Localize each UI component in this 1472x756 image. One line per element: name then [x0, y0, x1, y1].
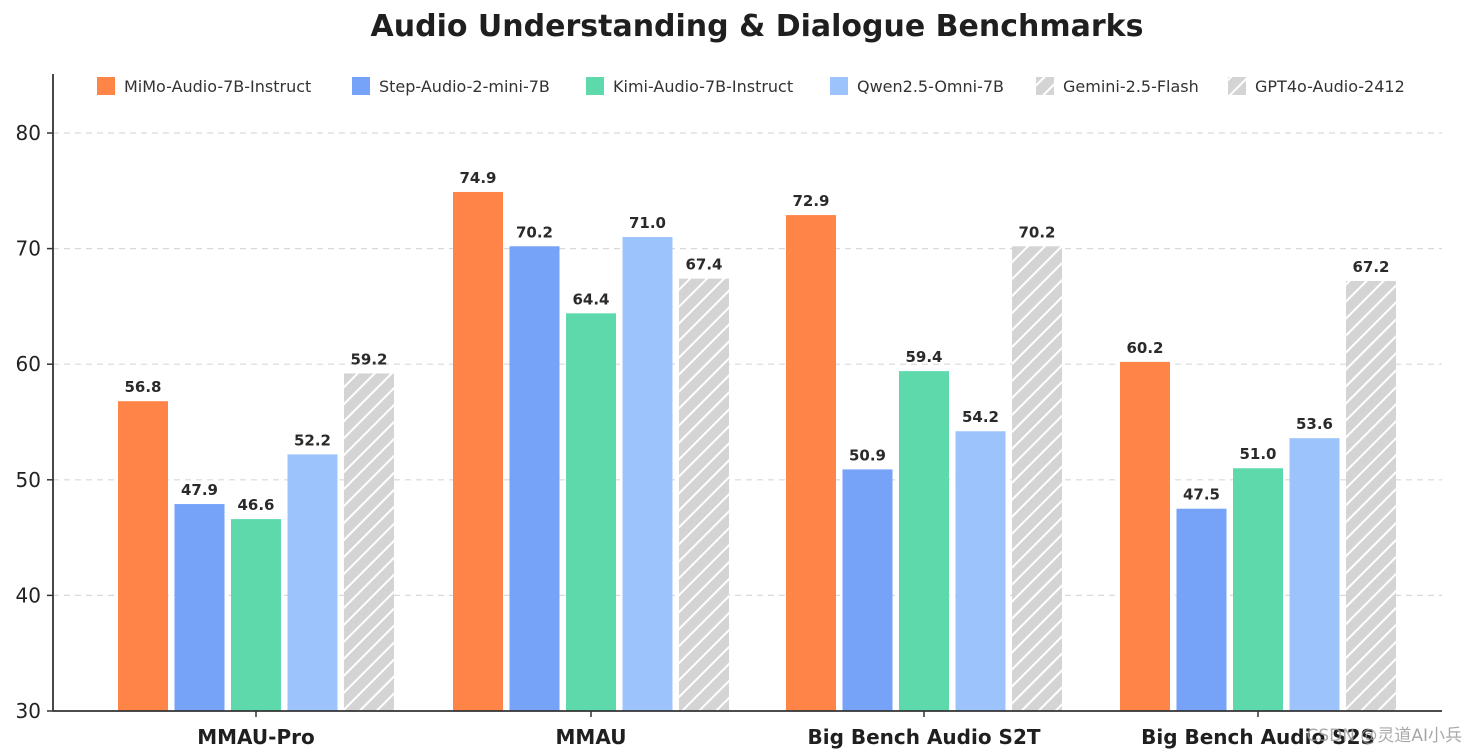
bar-gpt4o-audio-2412-1 — [679, 278, 729, 711]
value-label-kimi-audio-7b-instruct-0: 46.6 — [237, 496, 274, 514]
value-label-gemini-2-5-flash-3: 67.2 — [1352, 258, 1389, 276]
watermark-text: CSDN @灵道AI小兵 — [1306, 726, 1462, 746]
bar-mimo-audio-7b-instruct-1 — [453, 191, 503, 711]
legend-swatch-gemini-2-5-flash — [1036, 77, 1054, 95]
value-label-gpt4o-audio-2412-0: 59.2 — [350, 350, 387, 368]
value-label-step-audio-2-mini-7b-2: 50.9 — [849, 446, 886, 464]
legend-label-gemini-2-5-flash: Gemini-2.5-Flash — [1063, 77, 1199, 96]
legend: MiMo-Audio-7B-Instruct Step-Audio-2-mini-… — [97, 77, 1405, 96]
bar-qwen2-5-omni-7b-3 — [1289, 438, 1340, 711]
y-tick-label-30: 30 — [16, 699, 41, 723]
value-label-step-audio-2-mini-7b-0: 47.9 — [181, 481, 218, 499]
value-label-step-audio-2-mini-7b-3: 47.5 — [1183, 486, 1220, 504]
bar-qwen2-5-omni-7b-1 — [622, 237, 673, 712]
legend-swatch-step-audio-2-mini-7b — [352, 77, 370, 95]
y-tick-label-70: 70 — [16, 237, 41, 261]
bar-qwen2-5-omni-7b-0 — [287, 454, 338, 711]
category-label-1: MMAU — [556, 725, 627, 749]
legend-label-mimo-audio-7b-instruct: MiMo-Audio-7B-Instruct — [124, 77, 311, 96]
axis-layer: 30 40 50 60 70 80 MMAU-Pro MMAU Big Bench Audio … — [16, 74, 1442, 749]
category-label-3: Big Bench Audio S2S — [1141, 725, 1375, 749]
bar-step-audio-2-mini-7b-1 — [509, 246, 560, 711]
bar-step-audio-2-mini-7b-2 — [842, 469, 893, 711]
bar-step-audio-2-mini-7b-0 — [174, 504, 225, 711]
value-label-gemini-2-5-flash-2: 70.2 — [1018, 223, 1055, 241]
category-label-2: Big Bench Audio S2T — [807, 725, 1040, 749]
bar-kimi-audio-7b-instruct-3 — [1233, 468, 1283, 711]
y-tick-label-60: 60 — [16, 352, 41, 376]
bar-step-audio-2-mini-7b-3 — [1176, 508, 1227, 711]
legend-swatch-qwen2-5-omni-7b — [830, 77, 848, 95]
legend-swatch-mimo-audio-7b-instruct — [97, 77, 115, 95]
value-label-gpt4o-audio-2412-1: 67.4 — [685, 256, 722, 274]
bar-mimo-audio-7b-instruct-2 — [786, 215, 836, 712]
value-label-qwen2-5-omni-7b-1: 71.0 — [629, 214, 666, 232]
legend-label-step-audio-2-mini-7b: Step-Audio-2-mini-7B — [379, 77, 550, 96]
legend-label-kimi-audio-7b-instruct: Kimi-Audio-7B-Instruct — [613, 77, 793, 96]
value-label-mimo-audio-7b-instruct-0: 56.8 — [124, 378, 161, 396]
value-label-qwen2-5-omni-7b-3: 53.6 — [1296, 415, 1333, 433]
bar-mimo-audio-7b-instruct-3 — [1120, 361, 1170, 711]
legend-swatch-gpt4o-audio-2412 — [1228, 77, 1246, 95]
legend-swatch-kimi-audio-7b-instruct — [586, 77, 604, 95]
bar-gemini-2-5-flash-2 — [1012, 246, 1062, 711]
bar-gemini-2-5-flash-3 — [1346, 280, 1396, 711]
value-label-mimo-audio-7b-instruct-1: 74.9 — [459, 169, 496, 187]
legend-label-gpt4o-audio-2412: GPT4o-Audio-2412 — [1255, 77, 1405, 96]
bar-qwen2-5-omni-7b-2 — [955, 431, 1006, 711]
bar-kimi-audio-7b-instruct-2 — [899, 371, 949, 711]
chart-title: Audio Understanding & Dialogue Benchmark… — [371, 9, 1144, 44]
bar-gpt4o-audio-2412-0 — [344, 373, 394, 711]
bar-mimo-audio-7b-instruct-0 — [118, 401, 168, 711]
value-label-qwen2-5-omni-7b-2: 54.2 — [962, 408, 999, 426]
y-tick-label-40: 40 — [16, 583, 41, 607]
value-label-kimi-audio-7b-instruct-3: 51.0 — [1239, 445, 1276, 463]
bar-kimi-audio-7b-instruct-1 — [566, 313, 616, 711]
value-label-kimi-audio-7b-instruct-2: 59.4 — [905, 348, 942, 366]
y-tick-label-50: 50 — [16, 468, 41, 492]
y-tick-label-80: 80 — [16, 121, 41, 145]
bar-kimi-audio-7b-instruct-0 — [231, 519, 281, 711]
value-label-kimi-audio-7b-instruct-1: 64.4 — [572, 290, 609, 308]
bar-layer: 56.8 47.9 46.6 52.2 59.2 74.9 70.2 64.4 71.0 67.4… — [118, 169, 1396, 712]
value-label-mimo-audio-7b-instruct-3: 60.2 — [1126, 339, 1163, 357]
legend-label-qwen2-5-omni-7b: Qwen2.5-Omni-7B — [857, 77, 1004, 96]
value-label-mimo-audio-7b-instruct-2: 72.9 — [792, 192, 829, 210]
value-label-step-audio-2-mini-7b-1: 70.2 — [516, 223, 553, 241]
value-label-qwen2-5-omni-7b-0: 52.2 — [294, 431, 331, 449]
category-label-0: MMAU-Pro — [197, 725, 314, 749]
